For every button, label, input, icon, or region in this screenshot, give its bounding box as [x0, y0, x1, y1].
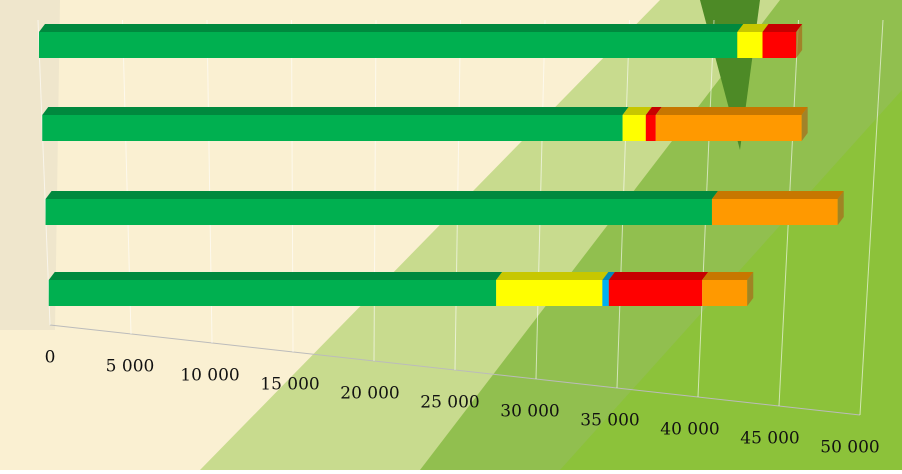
bar-front: [496, 280, 603, 306]
bar-front: [762, 32, 797, 58]
bar-front: [48, 280, 497, 306]
bar-top: [45, 191, 718, 199]
bar-segment: [645, 107, 662, 141]
bar-front: [622, 115, 646, 141]
bar-segment: [655, 107, 808, 141]
bar-top: [48, 272, 503, 280]
bar-front: [655, 115, 802, 141]
bar-segment: [48, 272, 503, 306]
bar-segment: [622, 107, 652, 141]
bar-end: [801, 107, 808, 141]
bar-top: [42, 107, 629, 115]
x-tick-label: 50 000: [820, 438, 879, 458]
bar-top: [645, 107, 662, 115]
x-tick-label: 40 000: [660, 420, 719, 440]
bar-top: [737, 24, 769, 32]
plot: 0 5 000 10 000 15 000 20 000 25 000 30 000 35 0…: [37, 19, 884, 458]
x-tick-label: 15 000: [260, 375, 319, 395]
bar-top: [496, 272, 609, 280]
bar-segment: [38, 24, 744, 58]
bar-top: [38, 24, 744, 32]
bar-top: [602, 272, 615, 280]
x-tick-label: 20 000: [340, 384, 399, 404]
bar-segment: [602, 272, 615, 306]
bar-front: [42, 115, 623, 141]
bar-end: [796, 24, 803, 58]
bar-front: [711, 199, 838, 225]
x-tick-label: 5 000: [106, 357, 155, 377]
bar-end: [747, 272, 754, 306]
x-tick-label: 25 000: [420, 393, 479, 413]
bar-front: [38, 32, 738, 58]
bar-top: [711, 191, 844, 199]
grid-line: [859, 19, 884, 416]
bar-segment: [702, 272, 754, 306]
bar-top: [762, 24, 803, 32]
bar-front: [608, 280, 703, 306]
bar-segment: [45, 191, 718, 225]
bar-end: [837, 191, 844, 225]
bar-segment: [762, 24, 803, 58]
bar-front: [737, 32, 763, 58]
bar-front: [702, 280, 748, 306]
bar-front: [602, 280, 609, 306]
bar-top: [702, 272, 754, 280]
x-tick-label: 45 000: [740, 429, 799, 449]
bar-front: [645, 115, 656, 141]
bar-top: [655, 107, 808, 115]
bar-segment: [711, 191, 844, 225]
grid-line: [37, 19, 51, 326]
x-tick-label: 10 000: [180, 366, 239, 386]
x-tick-label: 35 000: [580, 411, 639, 431]
wall: [0, 0, 60, 330]
x-tick-label: 0: [45, 348, 56, 368]
bar-segment: [42, 107, 629, 141]
bar-segment: [737, 24, 769, 58]
bar-top: [608, 272, 709, 280]
bar-front: [45, 199, 712, 225]
bar-segment: [608, 272, 709, 306]
bar-top: [622, 107, 652, 115]
x-tick-label: 30 000: [500, 402, 559, 422]
bar-segment: [496, 272, 609, 306]
